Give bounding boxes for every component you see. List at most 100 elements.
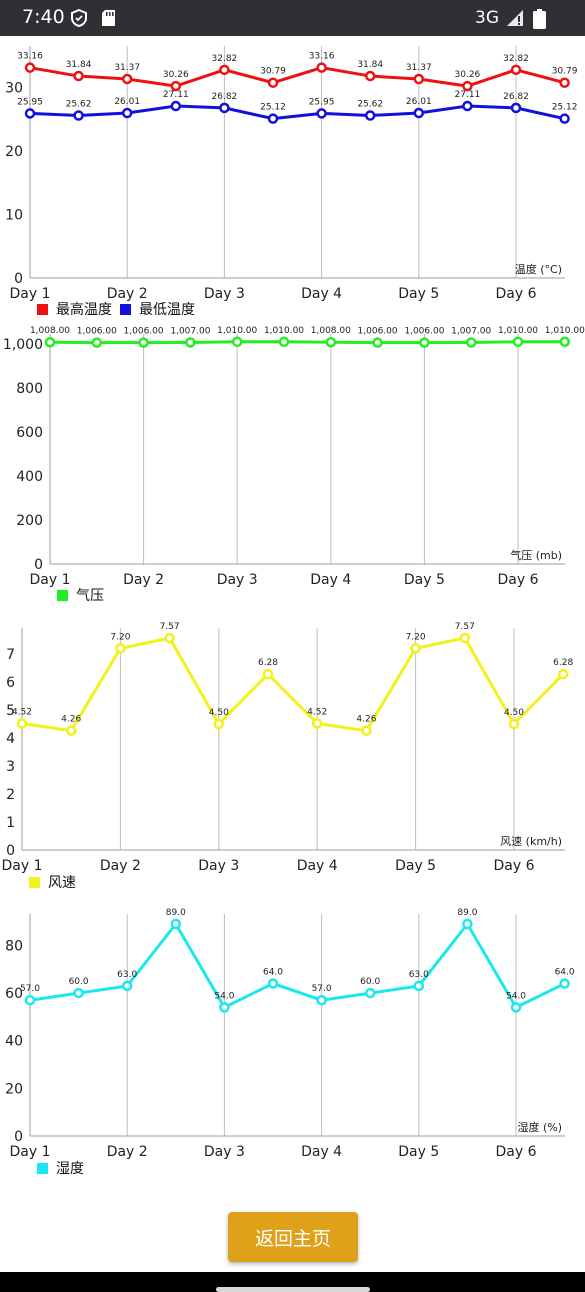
home-gesture-handle[interactable] [216,1287,370,1292]
data-point [73,987,84,999]
data-label: 25.12 [552,103,578,113]
data-label: 1,006.00 [404,327,444,337]
x-tick-label: Day 4 [310,572,351,588]
data-point [413,980,425,992]
data-label: 26.82 [503,92,529,102]
y-tick-label: 80 [5,938,23,954]
data-label: 64.0 [263,968,283,978]
data-point [364,70,376,82]
data-label: 25.62 [357,99,383,109]
data-point [559,113,570,124]
legend-swatch [37,303,48,315]
data-point [510,64,522,76]
x-tick-label: Day 4 [297,858,338,874]
sd-card-icon [102,10,115,26]
y-tick-label: 6 [6,675,15,691]
data-label: 1,006.00 [124,327,164,337]
data-label: 25.12 [260,103,286,113]
data-point [413,73,425,85]
legend-item-pressure: 气压 [57,585,104,605]
humidity-legend: 湿度 [37,1158,92,1178]
y-tick-label: 20 [5,144,23,160]
legend-item-max-temp: 最高温度 [37,299,112,319]
data-label: 4.26 [356,715,376,725]
series-line [29,921,566,1010]
data-point [364,110,376,121]
data-point [91,337,103,348]
y-tick-label: 600 [16,425,43,441]
x-tick-label: Day 2 [100,858,141,874]
data-label: 6.28 [258,658,278,668]
data-label: 31.37 [406,63,432,73]
pressure-legend: 气压 [57,585,112,605]
data-point [73,110,84,121]
legend-item-wind: 风速 [29,872,76,892]
y-tick-label: 400 [16,469,43,485]
series-line [29,104,565,121]
x-tick-label: Day 4 [301,1144,342,1160]
y-tick-label: 10 [5,208,23,224]
data-point [213,718,225,730]
data-point [364,987,376,999]
battery-icon [533,9,546,29]
data-label: 32.82 [503,54,529,64]
data-label: 63.0 [409,970,429,980]
x-tick-label: Day 2 [107,286,148,302]
data-label: 4.50 [504,708,524,718]
x-tick-label: Day 5 [395,858,436,874]
return-home-button[interactable]: 返回主页 [228,1212,358,1262]
data-point [170,80,182,92]
data-point [262,668,274,680]
data-label: 57.0 [312,984,332,994]
data-label: 1,007.00 [170,326,210,336]
x-tick-label: Day 3 [198,858,239,874]
legend-swatch [37,1162,48,1174]
data-label: 31.37 [114,63,140,73]
x-tick-label: Day 2 [123,572,164,588]
data-point [559,978,570,989]
x-tick-label: Day 5 [398,286,439,302]
data-label: 1,008.00 [311,326,351,336]
y-tick-label: 5 [6,703,15,719]
signal-icon [507,10,523,26]
y-tick-label: 30 [5,81,23,97]
data-label: 26.01 [114,97,140,107]
data-point [316,62,327,73]
data-point [372,337,383,348]
x-tick-label: Day 2 [107,1144,148,1160]
data-point [462,100,473,112]
data-point [44,336,56,348]
y-tick-label: 4 [6,731,15,747]
y-tick-label: 0 [14,1129,23,1145]
data-label: 33.16 [309,52,335,62]
temperature-legend: 最高温度 最低温度 [37,299,203,319]
data-label: 7.57 [160,622,180,632]
data-point [24,994,36,1006]
legend-item-humidity: 湿度 [37,1158,84,1178]
data-label: 4.52 [307,707,327,717]
data-point [512,336,524,348]
y-tick-label: 800 [16,381,43,397]
data-label: 54.0 [506,991,526,1001]
y-tick-label: 60 [5,986,23,1002]
data-point [121,107,133,119]
data-label: 1,008.00 [30,326,70,336]
data-label: 1,007.00 [451,326,491,336]
x-tick-label: Day 1 [1,858,42,874]
data-label: 30.79 [260,67,286,77]
data-label: 4.52 [12,707,32,717]
temperature-chart: 0 10 20 30 Day 1 Day 2 Day 3 Day 4 Day 5 Day 6 温度 … [5,46,578,302]
data-point [459,632,471,644]
x-tick-label: Day 1 [9,286,50,302]
data-label: 64.0 [555,968,575,978]
data-label: 4.26 [61,715,81,725]
data-point [413,107,425,119]
legend-label: 最低温度 [139,302,195,318]
data-point [121,73,133,85]
data-point [219,1002,230,1013]
legend-swatch [120,303,131,315]
y-tick-label: 20 [5,1081,23,1097]
x-tick-label: Day 3 [217,572,258,588]
status-bar: 7:40 3G [0,0,585,36]
data-label: 4.50 [209,708,229,718]
